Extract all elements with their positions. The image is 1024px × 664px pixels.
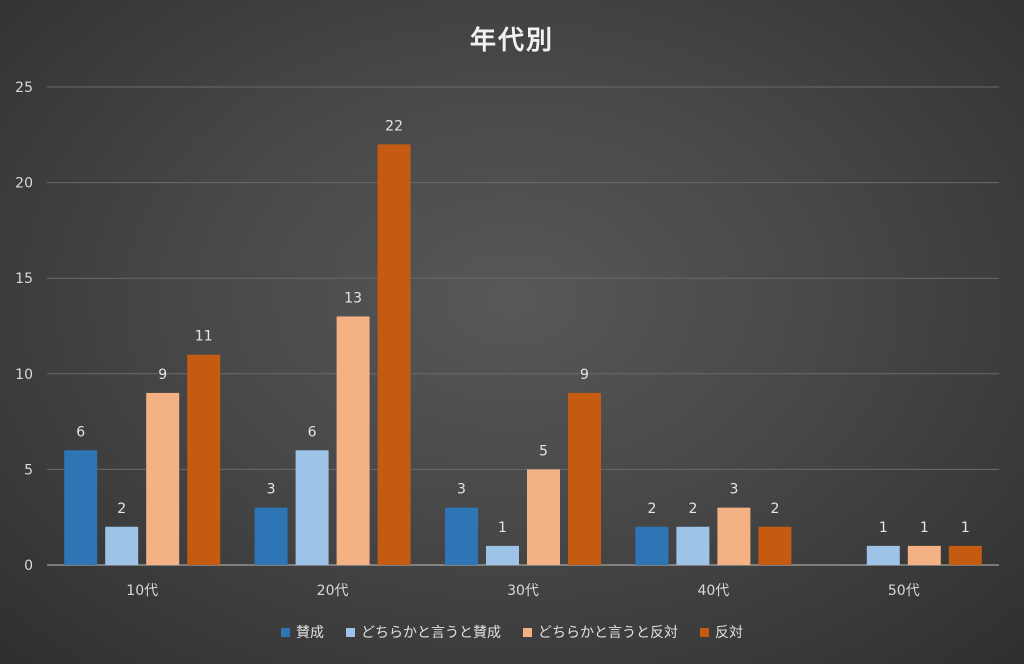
legend-label: どちらかと言うと賛成 bbox=[361, 625, 501, 641]
data-label: 22 bbox=[385, 118, 403, 134]
data-label: 1 bbox=[498, 520, 507, 536]
bar bbox=[676, 526, 710, 565]
x-tick-label: 10代 bbox=[126, 583, 158, 599]
bar bbox=[866, 545, 900, 565]
y-tick-label: 25 bbox=[15, 80, 33, 96]
data-label: 5 bbox=[539, 443, 548, 459]
bar bbox=[568, 392, 601, 565]
y-tick-label: 10 bbox=[15, 367, 33, 383]
legend-item: どちらかと言うと反対 bbox=[523, 622, 678, 642]
x-tick-label: 30代 bbox=[507, 583, 539, 599]
data-label: 1 bbox=[879, 520, 888, 536]
x-tick-label: 50代 bbox=[888, 583, 920, 599]
legend-label: 反対 bbox=[715, 625, 743, 641]
bar bbox=[254, 507, 288, 565]
bar bbox=[948, 545, 982, 565]
x-tick-label: 40代 bbox=[697, 583, 729, 599]
bar bbox=[445, 507, 478, 565]
data-label: 2 bbox=[117, 501, 126, 517]
legend-swatch bbox=[523, 627, 532, 637]
data-label: 11 bbox=[195, 329, 213, 345]
bar bbox=[336, 316, 370, 565]
legend-swatch bbox=[700, 627, 709, 637]
bar bbox=[295, 450, 329, 565]
y-tick-label: 0 bbox=[24, 558, 33, 574]
data-label: 9 bbox=[158, 367, 167, 383]
legend-item: どちらかと言うと賛成 bbox=[346, 622, 501, 642]
bar bbox=[527, 469, 560, 565]
bar bbox=[105, 526, 139, 565]
data-label: 1 bbox=[920, 520, 929, 536]
data-label: 6 bbox=[76, 424, 85, 440]
legend-item: 賛成 bbox=[281, 622, 324, 642]
legend-swatch bbox=[346, 627, 355, 637]
bar bbox=[717, 507, 751, 565]
y-tick-label: 15 bbox=[15, 271, 33, 287]
data-label: 3 bbox=[267, 482, 276, 498]
data-label: 6 bbox=[308, 424, 317, 440]
legend-label: どちらかと言うと反対 bbox=[538, 625, 678, 641]
bar bbox=[64, 450, 98, 565]
data-label: 13 bbox=[344, 290, 362, 306]
bar bbox=[377, 144, 411, 566]
bar bbox=[146, 392, 180, 565]
data-label: 2 bbox=[770, 501, 779, 517]
bar bbox=[907, 545, 941, 565]
legend: 賛成 どちらかと言うと賛成 どちらかと言うと反対 反対 bbox=[0, 622, 1024, 642]
legend-label: 賛成 bbox=[296, 625, 324, 641]
legend-item: 反対 bbox=[700, 622, 743, 642]
data-label: 2 bbox=[688, 501, 697, 517]
bar bbox=[758, 526, 792, 565]
data-label: 3 bbox=[729, 482, 738, 498]
bar bbox=[486, 545, 519, 565]
legend-swatch bbox=[281, 627, 290, 637]
data-label: 9 bbox=[580, 367, 589, 383]
data-label: 2 bbox=[647, 501, 656, 517]
bar bbox=[635, 526, 669, 565]
x-tick-label: 20代 bbox=[317, 583, 349, 599]
data-label: 1 bbox=[961, 520, 970, 536]
y-tick-label: 5 bbox=[24, 462, 33, 478]
bar bbox=[187, 354, 221, 565]
chart-title: 年代別 bbox=[469, 26, 554, 56]
data-label: 3 bbox=[457, 482, 466, 498]
y-tick-label: 20 bbox=[15, 176, 33, 192]
